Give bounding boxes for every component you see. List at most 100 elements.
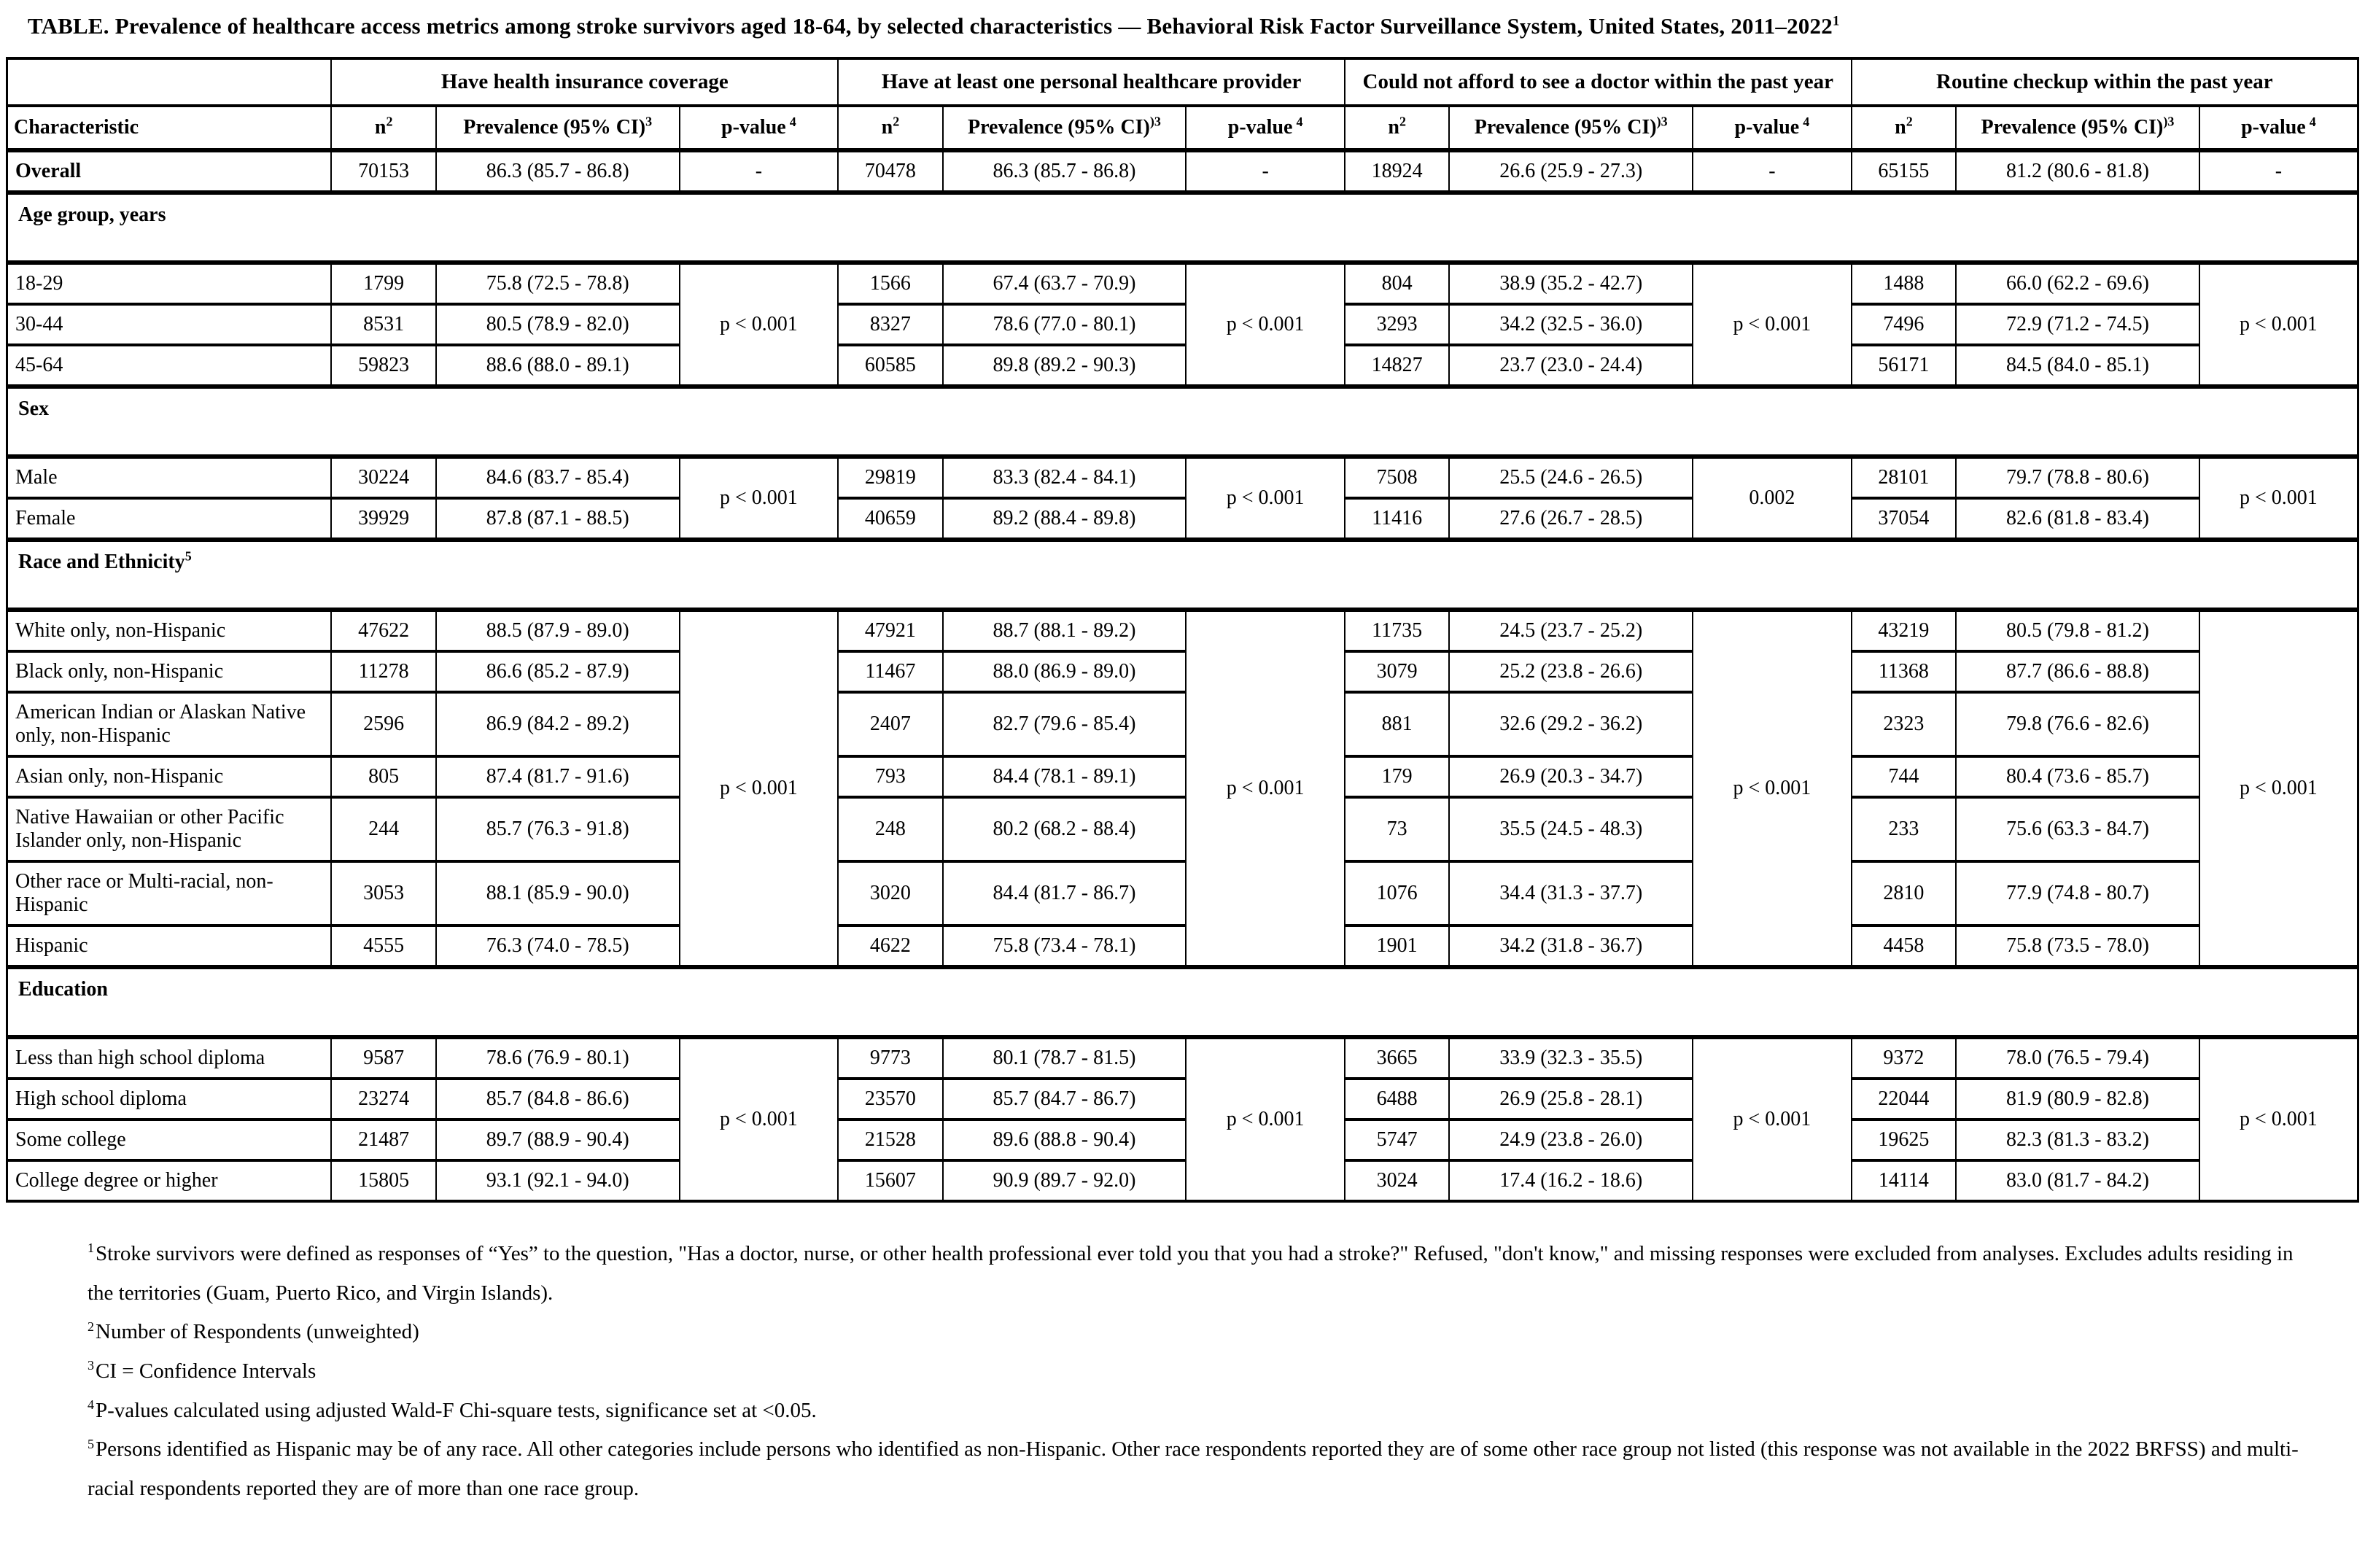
prevalence-cell: 88.5 (87.9 - 89.0) (435, 608, 680, 653)
prevalence-cell: 83.3 (82.4 - 84.1) (941, 455, 1187, 500)
prevalence-cell: 89.7 (88.9 - 90.4) (435, 1118, 680, 1162)
n-cell: 60585 (837, 344, 944, 388)
n-cell: 3024 (1343, 1159, 1451, 1203)
prevalence-cell: 80.4 (73.6 - 85.7) (1955, 755, 2200, 799)
n-cell: 23570 (837, 1077, 944, 1121)
n-cell: 7496 (1850, 303, 1957, 346)
p-value-cell: p < 0.001 (1692, 1036, 1852, 1203)
column-subheader-row: Characteristic n2 Prevalence (95% CI)3 p… (6, 104, 2359, 152)
footnote-line: 5Persons identified as Hispanic may be o… (88, 1436, 2299, 1500)
prevalence-cell: 86.3 (85.7 - 86.8) (435, 149, 680, 194)
footnote-marker: 5 (88, 1436, 94, 1451)
prevalence-cell: 85.7 (84.7 - 86.7) (941, 1077, 1187, 1121)
n-cell: 2596 (330, 691, 437, 758)
section-header: Education (6, 965, 2359, 1039)
characteristic-cell: American Indian or Alaskan Native only, … (6, 691, 333, 758)
n-cell: 8531 (330, 303, 437, 346)
prevalence-cell: 87.4 (81.7 - 91.6) (435, 755, 680, 799)
n-cell: 7508 (1343, 455, 1451, 500)
characteristic-cell: White only, non-Hispanic (6, 608, 333, 653)
characteristic-cell: Less than high school diploma (6, 1036, 333, 1080)
table-row: White only, non-Hispanic 47622 88.5 (87.… (6, 608, 2359, 969)
n-cell: 70478 (837, 149, 944, 194)
n-cell: 19625 (1850, 1118, 1957, 1162)
n-cell: 9587 (330, 1036, 437, 1080)
table-row: High school diploma 23274 85.7 (84.8 - 8… (6, 1077, 2358, 1121)
prevalence-cell: 86.6 (85.2 - 87.9) (435, 650, 680, 694)
prevalence-cell: 23.7 (23.0 - 24.4) (1448, 344, 1694, 388)
characteristic-cell: Female (6, 497, 333, 541)
page-title-footnote-marker: 1 (1832, 13, 1840, 29)
prevalence-cell: 79.8 (76.6 - 82.6) (1955, 691, 2200, 758)
table-row: Other race or Multi-racial, non-Hispanic… (6, 860, 2358, 927)
p-value-cell: p < 0.001 (678, 261, 839, 388)
characteristic-header: Characteristic (6, 104, 333, 152)
footnote-line: 4P-values calculated using adjusted Wald… (88, 1397, 817, 1422)
section-row-race: Race and Ethnicity5 (6, 537, 2359, 612)
n-cell: 11467 (837, 650, 944, 694)
prevalence-cell: 66.0 (62.2 - 69.6) (1955, 261, 2200, 306)
characteristic-cell: High school diploma (6, 1077, 333, 1121)
n-header: n2 (837, 104, 944, 152)
prevalence-cell: 84.4 (81.7 - 86.7) (941, 860, 1187, 927)
footnote-marker: 2 (88, 1319, 94, 1334)
footnote-marker: 1 (88, 1241, 94, 1256)
section-row-age: Age group, years (6, 190, 2359, 265)
footnote-line: 3CI = Confidence Intervals (88, 1358, 317, 1383)
prevalence-cell: 26.9 (25.8 - 28.1) (1448, 1077, 1694, 1121)
footnote-marker: 4 (88, 1397, 94, 1412)
n-cell: 8327 (837, 303, 944, 346)
table-row: 18-29 1799 75.8 (72.5 - 78.8) p < 0.001 … (6, 261, 2359, 388)
prevalence-cell: 86.3 (85.7 - 86.8) (941, 149, 1187, 194)
n-cell: 30224 (330, 455, 437, 500)
characteristic-cell: 30-44 (6, 303, 333, 346)
n-cell: 43219 (1850, 608, 1957, 653)
n-cell: 1076 (1343, 860, 1451, 927)
prevalence-cell: 76.3 (74.0 - 78.5) (435, 924, 680, 969)
prevalence-cell: 67.4 (63.7 - 70.9) (941, 261, 1187, 306)
prevalence-cell: 81.9 (80.9 - 82.8) (1955, 1077, 2200, 1121)
prevalence-cell: 82.3 (81.3 - 83.2) (1955, 1118, 2200, 1162)
table-row: Asian only, non-Hispanic 805 87.4 (81.7 … (6, 755, 2358, 799)
prevalence-cell: 75.6 (63.3 - 84.7) (1955, 796, 2200, 863)
prevalence-cell: 72.9 (71.2 - 74.5) (1955, 303, 2200, 346)
n-cell: 3665 (1343, 1036, 1451, 1080)
n-cell: 70153 (330, 149, 437, 194)
prevalence-cell: 88.1 (85.9 - 90.0) (435, 860, 680, 927)
n-cell: 1488 (1850, 261, 1957, 306)
prevalence-cell: 84.4 (78.1 - 89.1) (941, 755, 1187, 799)
table-row: Black only, non-Hispanic 11278 86.6 (85.… (6, 650, 2358, 694)
p-value-header: p-value 4 (1185, 104, 1345, 152)
table-row: Less than high school diploma 9587 78.6 … (6, 1036, 2359, 1203)
n-cell: 47921 (837, 608, 944, 653)
section-header: Age group, years (6, 190, 2359, 265)
footnote-line: 1Stroke survivors were defined as respon… (88, 1241, 2294, 1305)
p-value-cell: p < 0.001 (1185, 261, 1345, 388)
prevalence-cell: 87.8 (87.1 - 88.5) (435, 497, 680, 541)
section-row-education: Education (6, 965, 2359, 1039)
p-value-cell: p < 0.001 (2198, 1036, 2359, 1203)
n-cell: 56171 (1850, 344, 1957, 388)
p-value-cell: 0.002 (1692, 455, 1852, 541)
prevalence-cell: 75.8 (73.5 - 78.0) (1955, 924, 2200, 969)
p-value-cell: p < 0.001 (678, 455, 839, 541)
prevalence-cell: 75.8 (72.5 - 78.8) (435, 261, 680, 306)
n-cell: 39929 (330, 497, 437, 541)
prevalence-cell: 77.9 (74.8 - 80.7) (1955, 860, 2200, 927)
table-row: Some college 21487 89.7 (88.9 - 90.4) 21… (6, 1118, 2358, 1162)
n-cell: 15607 (837, 1159, 944, 1203)
section-header: Race and Ethnicity5 (6, 537, 2359, 612)
characteristic-cell: Asian only, non-Hispanic (6, 755, 333, 799)
p-value-header: p-value 4 (1692, 104, 1852, 152)
prevalence-cell: 25.5 (24.6 - 26.5) (1448, 455, 1694, 500)
p-value-cell: p < 0.001 (1185, 455, 1345, 541)
n-cell: 2323 (1850, 691, 1957, 758)
n-cell: 3053 (330, 860, 437, 927)
p-value-cell: p < 0.001 (678, 1036, 839, 1203)
prevalence-cell: 88.6 (88.0 - 89.1) (435, 344, 680, 388)
footnote-line: 2Number of Respondents (unweighted) (88, 1319, 419, 1344)
n-cell: 179 (1343, 755, 1451, 799)
footnote-marker: 3 (88, 1358, 94, 1373)
col-group-routine-checkup: Routine checkup within the past year (1850, 57, 2359, 107)
prevalence-cell: 34.4 (31.3 - 37.7) (1448, 860, 1694, 927)
